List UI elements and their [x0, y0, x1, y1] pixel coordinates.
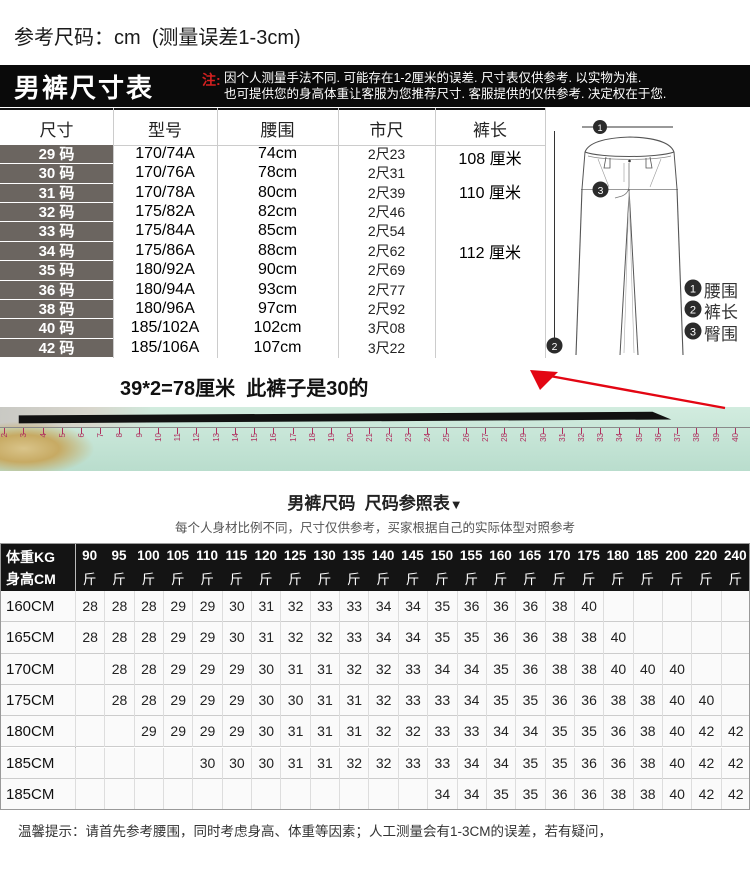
- svg-text:1: 1: [690, 284, 696, 296]
- svg-text:3: 3: [690, 326, 696, 338]
- svg-text:2: 2: [690, 305, 696, 317]
